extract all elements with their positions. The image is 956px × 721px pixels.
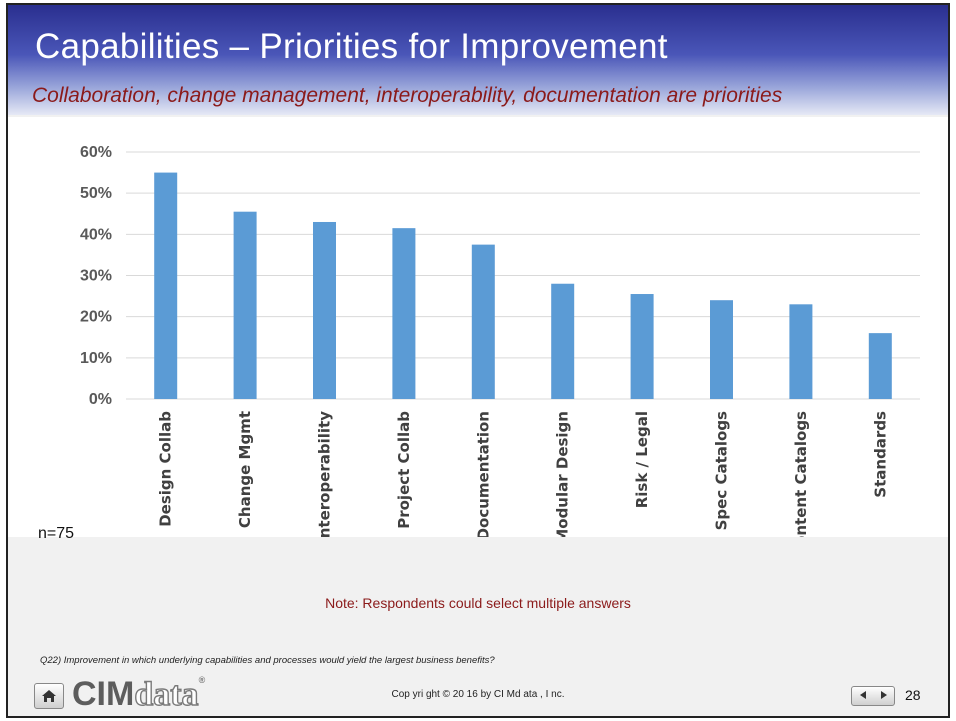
y-tick-label: 10% [80, 350, 112, 367]
bar-modular-design [551, 283, 575, 399]
x-category-label: Content Catalogs [792, 411, 810, 537]
y-tick-label: 50% [80, 185, 112, 202]
bar-project-collab [392, 228, 416, 399]
cimdata-logo: CIMdata® [72, 675, 205, 714]
bar-documentation [471, 244, 495, 399]
triangle-right-icon [880, 691, 887, 699]
x-category-label: Standards [871, 411, 889, 498]
x-category-label: Risk / Legal [633, 411, 651, 508]
logo-registered-mark: ® [198, 675, 206, 685]
slide: Capabilities – Priorities for Improvemen… [6, 3, 950, 718]
prev-slide-button[interactable] [859, 691, 867, 701]
triangle-left-icon [859, 691, 866, 699]
x-category-label: Project Collab [395, 411, 413, 529]
bar-change-mgmt [233, 211, 257, 399]
y-tick-label: 0% [89, 391, 112, 408]
x-category-label: Modular Design [554, 411, 572, 537]
bar-standards [868, 333, 892, 399]
slide-nav-buttons [851, 686, 895, 706]
sample-size-label: n=75 [38, 525, 75, 542]
title-bar: Capabilities – Priorities for Improvemen… [8, 5, 948, 115]
bar-interoperability [313, 221, 336, 399]
logo-text-dark: CIM [72, 675, 135, 713]
bar-chart: 0% 10% 20% 30% 40% 50% 60% Design Collab Change … [80, 144, 920, 537]
y-tick-label: 60% [80, 144, 112, 161]
question-text: Q22) Improvement in which underlying cap… [40, 655, 495, 666]
x-category-label: Design Collab [157, 411, 175, 527]
x-category-label: Documentation [474, 411, 492, 537]
y-tick-label: 20% [80, 309, 112, 326]
note-text: Note: Respondents could select multiple … [325, 595, 631, 611]
y-tick-label: 30% [80, 268, 112, 285]
bar-risk-legal [630, 294, 654, 399]
y-tick-label: 40% [80, 226, 112, 243]
slide-subtitle: Collaboration, change management, intero… [32, 84, 783, 107]
chart-area: 0% 10% 20% 30% 40% 50% 60% Design Collab Change … [8, 117, 948, 537]
copyright-text: Cop yri ght © 20 16 by CI Md ata , I nc. [391, 689, 565, 700]
x-category-label: Spec Catalogs [713, 411, 731, 530]
page-number: 28 [905, 687, 921, 703]
x-category-label: Interoperability [316, 411, 334, 537]
bar-design-collab [154, 172, 178, 399]
home-button[interactable] [34, 683, 64, 709]
footer: CIMdata® Cop yri ght © 20 16 by CI Md at… [8, 675, 948, 716]
x-category-label: Change Mgmt [236, 411, 254, 528]
slide-title: Capabilities – Priorities for Improvemen… [35, 27, 668, 66]
home-icon [42, 690, 56, 702]
next-slide-button[interactable] [880, 691, 888, 701]
bar-content-catalogs [789, 304, 813, 399]
logo-text-light: data [134, 675, 200, 713]
bar-spec-catalogs [710, 300, 733, 399]
